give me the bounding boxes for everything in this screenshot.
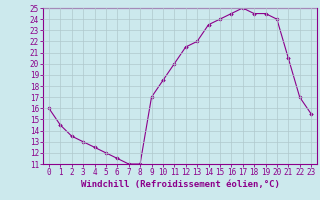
X-axis label: Windchill (Refroidissement éolien,°C): Windchill (Refroidissement éolien,°C) (81, 180, 279, 189)
